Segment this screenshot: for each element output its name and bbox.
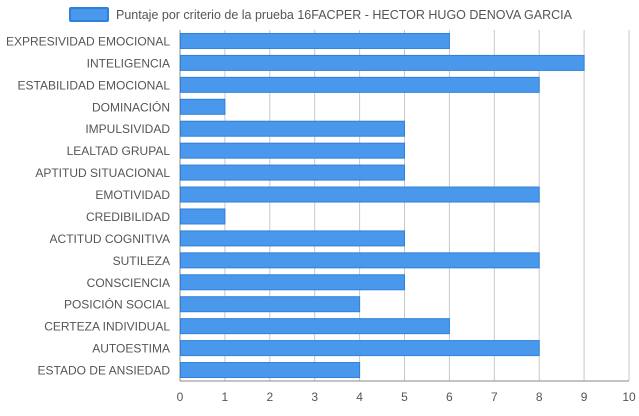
bar[interactable]	[180, 142, 405, 159]
bar[interactable]	[180, 296, 361, 313]
category-label: IMPULSIVIDAD	[85, 122, 170, 136]
category-label: CERTEZA INDIVIDUAL	[44, 320, 170, 334]
bar[interactable]	[180, 186, 540, 203]
bar[interactable]	[180, 274, 405, 291]
legend-swatch	[69, 7, 109, 22]
x-tick-label: 0	[177, 390, 184, 404]
bar[interactable]	[180, 164, 405, 181]
category-label: DOMINACIÓN	[92, 99, 170, 114]
bar[interactable]	[180, 340, 540, 357]
bar[interactable]	[180, 318, 450, 335]
x-tick-label: 9	[581, 390, 588, 404]
bar[interactable]	[180, 362, 361, 379]
bars	[180, 32, 585, 379]
x-tick-labels: 0 1 2 3 4 5 6 7 8 9 10	[177, 390, 636, 404]
bar[interactable]	[180, 54, 585, 71]
category-label: INTELIGENCIA	[87, 56, 170, 70]
category-label: CONSCIENCIA	[87, 276, 170, 290]
category-label: APTITUD SITUACIONAL	[35, 166, 170, 180]
category-label: ACTITUD COGNITIVA	[50, 232, 170, 246]
category-label: SUTILEZA	[113, 254, 170, 268]
bar[interactable]	[180, 98, 226, 115]
x-tick-label: 8	[536, 390, 543, 404]
x-tick-label: 6	[446, 390, 453, 404]
category-label: EXPRESIVIDAD EMOCIONAL	[6, 34, 170, 48]
x-tick-label: 3	[311, 390, 318, 404]
legend[interactable]: Puntaje por criterio de la prueba 16FACP…	[69, 7, 573, 22]
x-tick-label: 1	[222, 390, 229, 404]
bar[interactable]	[180, 230, 405, 247]
bar[interactable]	[180, 120, 405, 137]
bar[interactable]	[180, 208, 226, 225]
bar[interactable]	[180, 252, 540, 269]
x-tick-label: 5	[401, 390, 408, 404]
legend-label: Puntaje por criterio de la prueba 16FACP…	[116, 8, 573, 22]
x-tick-label: 2	[266, 390, 273, 404]
bar[interactable]	[180, 32, 450, 49]
category-label: CREDIBILIDAD	[86, 210, 170, 224]
category-labels: EXPRESIVIDAD EMOCIONAL INTELIGENCIA ESTABI…	[6, 34, 170, 377]
category-label: EMOTIVIDAD	[95, 188, 170, 202]
category-label: ESTABILIDAD EMOCIONAL	[18, 78, 171, 92]
x-tick-label: 7	[491, 390, 498, 404]
x-tick-label: 10	[622, 390, 636, 404]
category-label: POSICIÓN SOCIAL	[64, 297, 170, 312]
category-label: LEALTAD GRUPAL	[67, 144, 171, 158]
category-label: ESTADO DE ANSIEDAD	[38, 364, 171, 378]
bar[interactable]	[180, 76, 540, 93]
category-label: AUTOESTIMA	[92, 342, 170, 356]
x-tick-label: 4	[356, 390, 363, 404]
